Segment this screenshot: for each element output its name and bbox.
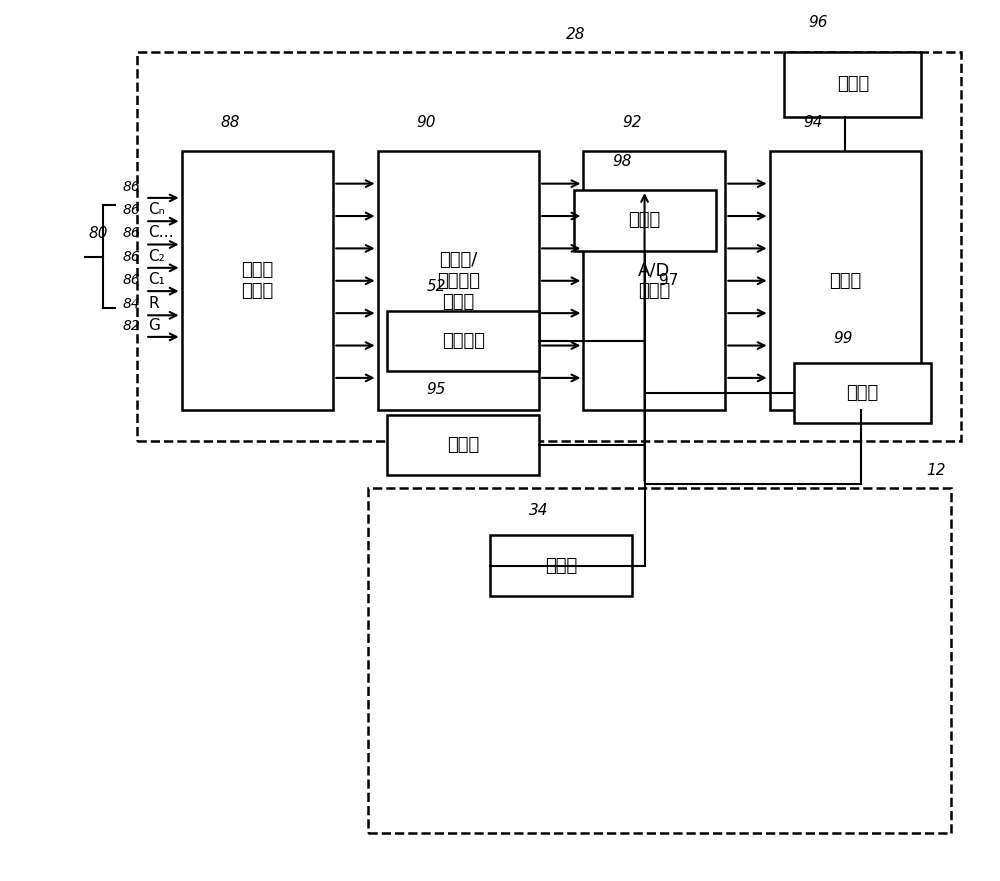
Text: Cₙ: Cₙ xyxy=(148,202,165,217)
Text: 放大器/
滤波器电
路系统: 放大器/ 滤波器电 路系统 xyxy=(437,251,480,311)
Text: 处理器: 处理器 xyxy=(628,211,661,229)
Bar xyxy=(137,52,961,440)
Text: 90: 90 xyxy=(417,115,436,130)
Bar xyxy=(583,152,725,411)
Text: 88: 88 xyxy=(221,115,240,130)
Bar xyxy=(490,536,632,596)
Text: 80: 80 xyxy=(88,226,108,241)
Bar xyxy=(387,311,539,372)
Text: 84: 84 xyxy=(123,297,140,311)
Text: 扬声器: 扬声器 xyxy=(447,436,479,454)
Text: 99: 99 xyxy=(833,330,853,345)
Text: 97: 97 xyxy=(659,273,679,288)
Bar xyxy=(378,152,539,411)
Text: 存储器: 存储器 xyxy=(846,384,879,402)
Text: 96: 96 xyxy=(809,15,828,31)
Bar xyxy=(784,52,921,117)
Bar xyxy=(368,488,951,833)
Text: 86: 86 xyxy=(123,249,140,263)
Text: 控制输入: 控制输入 xyxy=(442,332,485,351)
Text: 86: 86 xyxy=(123,180,140,194)
Text: 显示器: 显示器 xyxy=(545,557,577,574)
Text: 98: 98 xyxy=(613,153,632,168)
Text: 86: 86 xyxy=(123,226,140,241)
Text: C₁: C₁ xyxy=(148,272,165,287)
Text: 12: 12 xyxy=(926,463,946,478)
Text: 输入保
护电路: 输入保 护电路 xyxy=(241,262,274,300)
Text: 52: 52 xyxy=(426,278,446,293)
Text: G: G xyxy=(148,317,160,332)
Text: 92: 92 xyxy=(622,115,642,130)
Bar xyxy=(387,415,539,475)
Text: 存储器: 存储器 xyxy=(837,76,869,93)
Bar xyxy=(182,152,333,411)
Text: 28: 28 xyxy=(565,26,585,41)
Bar xyxy=(794,363,931,423)
Bar xyxy=(574,190,716,250)
Text: C₂: C₂ xyxy=(148,248,165,263)
Text: 处理器: 处理器 xyxy=(829,271,862,290)
Text: 86: 86 xyxy=(123,273,140,287)
Text: 94: 94 xyxy=(804,115,823,130)
Bar xyxy=(770,152,921,411)
Text: 95: 95 xyxy=(426,382,446,397)
Text: C…: C… xyxy=(148,226,174,241)
Text: 34: 34 xyxy=(529,503,549,518)
Text: R: R xyxy=(148,296,159,311)
Text: 86: 86 xyxy=(123,203,140,217)
Text: 82: 82 xyxy=(123,319,140,332)
Text: A/D
转换器: A/D 转换器 xyxy=(638,262,671,300)
